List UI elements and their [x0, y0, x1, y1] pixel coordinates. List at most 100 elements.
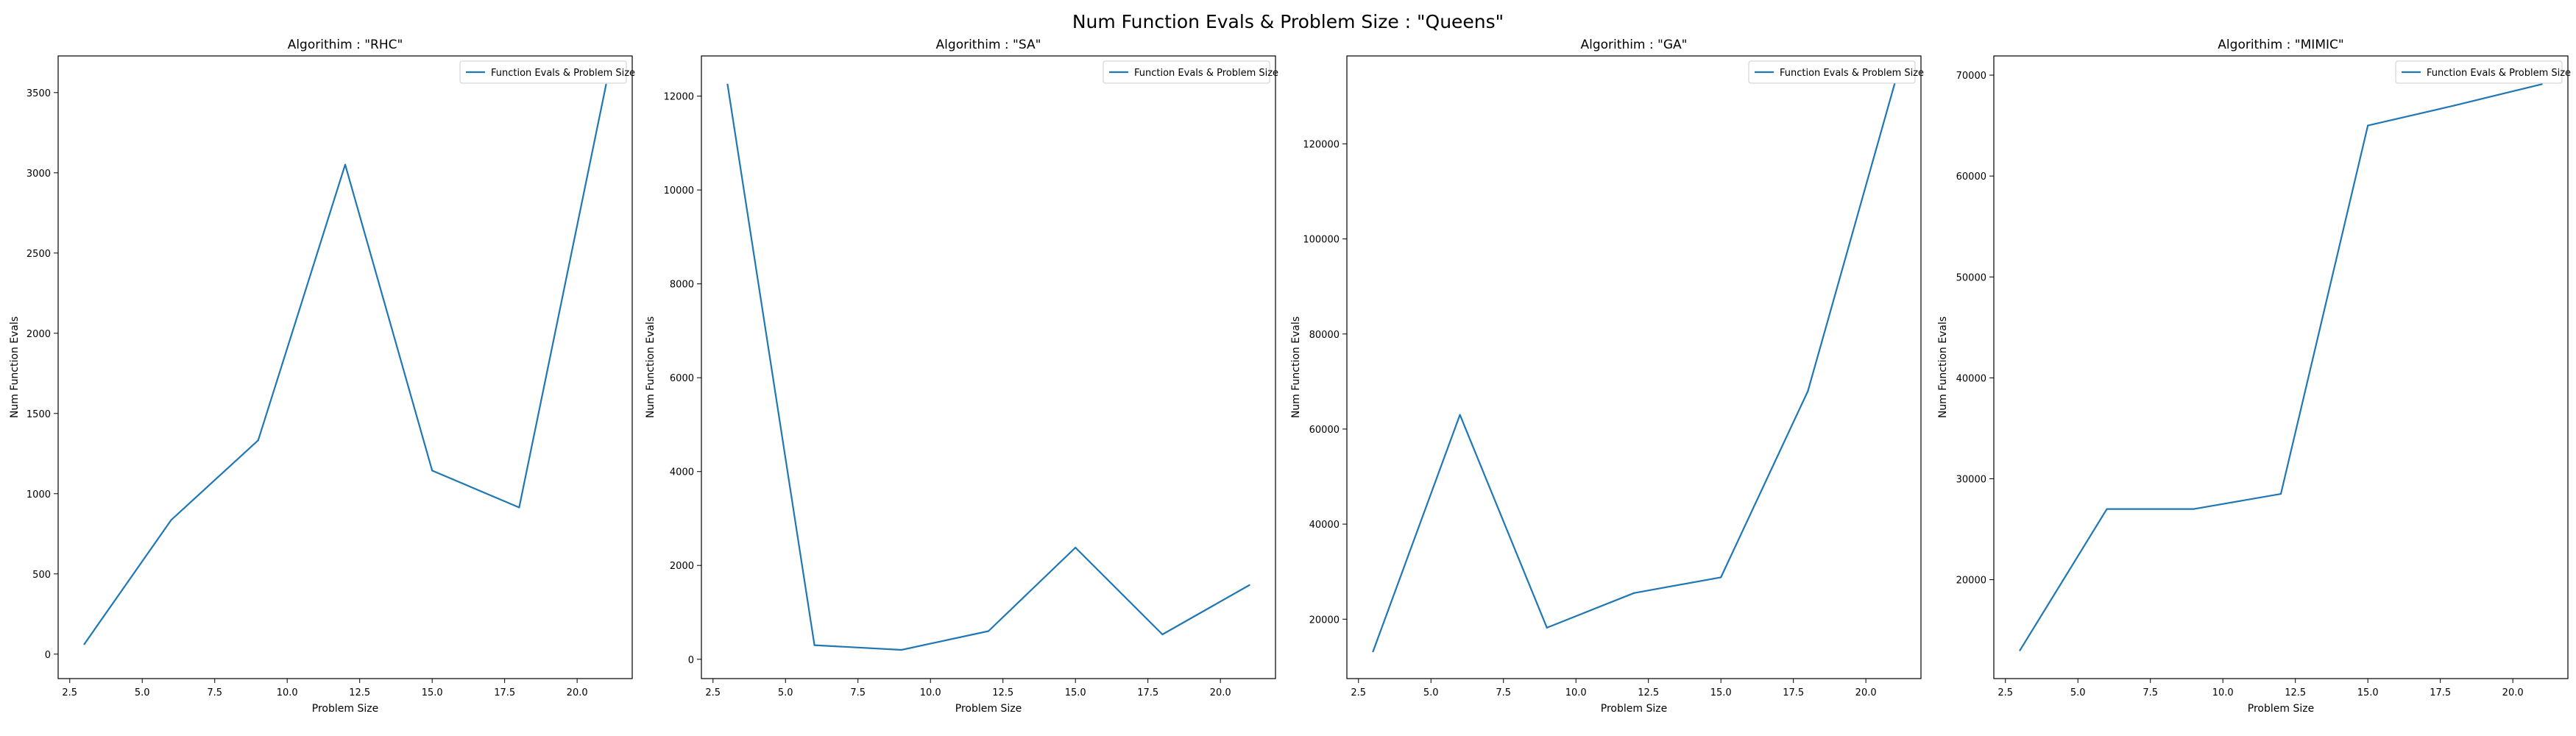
data-point — [344, 163, 347, 166]
data-point — [605, 83, 607, 86]
data-point — [2019, 649, 2021, 651]
data-point — [813, 644, 815, 646]
x-tick-label: 15.0 — [422, 687, 443, 698]
data-point — [170, 519, 172, 521]
axes-frame — [1346, 55, 1922, 679]
data-point — [518, 506, 520, 509]
data-point — [1248, 584, 1250, 587]
legend: Function Evals & Problem Size — [2395, 60, 2571, 84]
y-axis-label: Num Function Evals — [645, 316, 657, 418]
subplot-title: Algorithim : "SA" — [936, 38, 1041, 52]
data-point — [431, 470, 434, 472]
y-tick-label: 2000 — [670, 561, 694, 572]
legend-box — [1103, 60, 1270, 84]
data-point — [2193, 508, 2195, 510]
figure-title: Num Function Evals & Problem Size : "Que… — [1072, 11, 1504, 32]
legend-box — [1748, 60, 1916, 84]
y-axis-label: Num Function Evals — [1290, 316, 1302, 418]
data-point — [2367, 124, 2369, 127]
x-tick-label: 5.0 — [2070, 687, 2086, 698]
y-tick-label: 0 — [45, 650, 51, 661]
subplot-2: Algorithim : "GA" 2.5 5.0 7.5 10.0 12.5 15.0 17… — [1290, 38, 1924, 715]
y-tick-label: 3500 — [26, 88, 51, 99]
legend: Function Evals & Problem Size — [1103, 60, 1278, 84]
x-tick-label: 15.0 — [1710, 687, 1732, 698]
legend: Function Evals & Problem Size — [459, 60, 635, 84]
data-point — [1161, 633, 1164, 636]
y-tick-label: 1000 — [26, 489, 51, 500]
data-point — [2454, 105, 2456, 107]
subplot-title: Algorithim : "MIMIC" — [2218, 38, 2343, 52]
y-tick-label: 60000 — [1309, 425, 1340, 436]
legend-box — [2395, 60, 2563, 84]
x-tick-label: 15.0 — [2357, 687, 2379, 698]
subplot-1: Algorithim : "SA" 2.5 5.0 7.5 10.0 12.5 15.0 17… — [645, 38, 1278, 715]
data-point — [257, 439, 259, 442]
x-axis-label: Problem Size — [1601, 703, 1667, 715]
x-axis-label: Problem Size — [955, 703, 1022, 715]
x-tick-label: 7.5 — [2142, 687, 2158, 698]
x-tick-label: 17.5 — [494, 687, 515, 698]
x-tick-label: 17.5 — [2430, 687, 2451, 698]
subplot-title: Algorithim : "RHC" — [288, 38, 403, 52]
data-point — [1807, 390, 1809, 392]
x-tick-label: 5.0 — [778, 687, 793, 698]
legend-entry: Function Evals & Problem Size — [1134, 68, 1278, 79]
y-tick-label: 3000 — [26, 169, 51, 180]
legend-entry: Function Evals & Problem Size — [491, 68, 635, 79]
legend-entry: Function Evals & Problem Size — [2427, 68, 2571, 79]
x-tick-label: 10.0 — [277, 687, 298, 698]
axes-frame — [701, 55, 1276, 679]
y-tick-label: 10000 — [664, 185, 694, 197]
y-tick-label: 1500 — [26, 409, 51, 420]
legend-box — [459, 60, 627, 84]
x-tick-label: 2.5 — [1351, 687, 1366, 698]
y-tick-label: 2500 — [26, 249, 51, 260]
y-tick-label: 100000 — [1303, 235, 1340, 246]
x-tick-label: 7.5 — [1496, 687, 1511, 698]
y-tick-label: 6000 — [670, 373, 694, 384]
data-point — [1372, 651, 1374, 653]
x-tick-label: 20.0 — [1210, 687, 1231, 698]
axes-frame — [1993, 55, 2569, 679]
x-tick-label: 17.5 — [1137, 687, 1158, 698]
x-tick-label: 5.0 — [1423, 687, 1439, 698]
x-tick-label: 20.0 — [2502, 687, 2524, 698]
x-tick-label: 12.5 — [1638, 687, 1659, 698]
x-tick-label: 10.0 — [2212, 687, 2234, 698]
data-point — [1632, 592, 1635, 594]
x-tick-label: 2.5 — [705, 687, 721, 698]
y-tick-label: 2000 — [26, 329, 51, 340]
y-tick-label: 50000 — [1956, 272, 1986, 283]
x-tick-label: 7.5 — [850, 687, 866, 698]
data-point — [1720, 576, 1722, 578]
x-tick-label: 7.5 — [207, 687, 222, 698]
y-tick-label: 80000 — [1309, 330, 1340, 341]
x-axis-label: Problem Size — [312, 703, 378, 715]
data-point — [2541, 83, 2543, 85]
x-tick-label: 17.5 — [1783, 687, 1804, 698]
subplot-title: Algorithim : "GA" — [1581, 38, 1688, 52]
y-axis-label: Num Function Evals — [9, 316, 21, 418]
y-tick-label: 40000 — [1956, 373, 1986, 384]
data-point — [1075, 546, 1077, 549]
y-tick-label: 4000 — [670, 467, 694, 478]
data-point — [2106, 508, 2108, 510]
y-tick-label: 12000 — [664, 92, 694, 103]
y-tick-label: 0 — [688, 655, 694, 666]
data-point — [726, 83, 729, 85]
x-tick-label: 2.5 — [1998, 687, 2013, 698]
subplot-0: Algorithim : "RHC" 2.5 5.0 7.5 10.0 12.5 15.0 1… — [9, 38, 635, 715]
data-point — [1546, 626, 1548, 629]
y-tick-label: 40000 — [1309, 520, 1340, 531]
data-point — [987, 630, 990, 632]
y-tick-label: 70000 — [1956, 71, 1986, 82]
y-tick-label: 60000 — [1956, 171, 1986, 183]
subplots: Algorithim : "RHC" 2.5 5.0 7.5 10.0 12.5 15.0 1… — [9, 38, 2571, 715]
x-tick-label: 2.5 — [62, 687, 77, 698]
y-tick-label: 20000 — [1956, 576, 1986, 587]
x-tick-label: 12.5 — [349, 687, 370, 698]
subplot-3: Algorithim : "MIMIC" 2.5 5.0 7.5 10.0 12.5 15.… — [1937, 38, 2571, 715]
